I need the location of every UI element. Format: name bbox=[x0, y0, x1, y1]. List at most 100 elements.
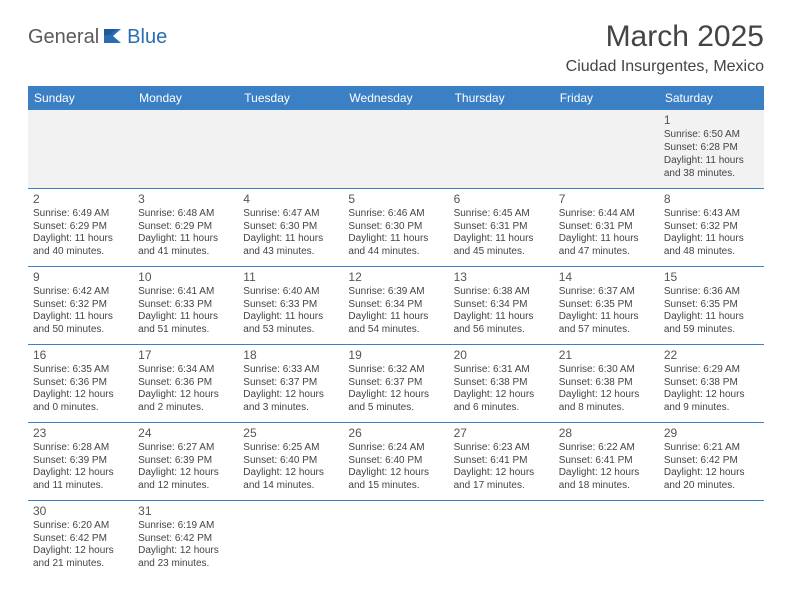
day-number: 28 bbox=[559, 426, 654, 441]
sunset-text: Sunset: 6:39 PM bbox=[33, 455, 128, 468]
logo-text-general: General bbox=[28, 26, 99, 49]
calendar-cell bbox=[238, 500, 343, 578]
day-number: 17 bbox=[138, 348, 233, 363]
sunset-text: Sunset: 6:36 PM bbox=[138, 377, 233, 390]
calendar-cell: 4Sunrise: 6:47 AMSunset: 6:30 PMDaylight… bbox=[238, 188, 343, 266]
calendar-cell: 21Sunrise: 6:30 AMSunset: 6:38 PMDayligh… bbox=[554, 344, 659, 422]
sunrise-text: Sunrise: 6:46 AM bbox=[348, 208, 443, 221]
calendar-cell: 17Sunrise: 6:34 AMSunset: 6:36 PMDayligh… bbox=[133, 344, 238, 422]
daylight-text: Daylight: 12 hours and 20 minutes. bbox=[664, 467, 759, 493]
day-number: 13 bbox=[454, 270, 549, 285]
day-number: 23 bbox=[33, 426, 128, 441]
sunrise-text: Sunrise: 6:29 AM bbox=[664, 364, 759, 377]
sunset-text: Sunset: 6:32 PM bbox=[664, 221, 759, 234]
day-number: 9 bbox=[33, 270, 128, 285]
day-number: 11 bbox=[243, 270, 338, 285]
calendar-week-row: 16Sunrise: 6:35 AMSunset: 6:36 PMDayligh… bbox=[28, 344, 764, 422]
calendar-cell: 13Sunrise: 6:38 AMSunset: 6:34 PMDayligh… bbox=[449, 266, 554, 344]
sunset-text: Sunset: 6:42 PM bbox=[138, 533, 233, 546]
daylight-text: Daylight: 11 hours and 48 minutes. bbox=[664, 233, 759, 259]
sunset-text: Sunset: 6:35 PM bbox=[664, 299, 759, 312]
day-number: 18 bbox=[243, 348, 338, 363]
day-number: 29 bbox=[664, 426, 759, 441]
daylight-text: Daylight: 12 hours and 11 minutes. bbox=[33, 467, 128, 493]
day-number: 7 bbox=[559, 192, 654, 207]
calendar-cell: 8Sunrise: 6:43 AMSunset: 6:32 PMDaylight… bbox=[659, 188, 764, 266]
daylight-text: Daylight: 11 hours and 50 minutes. bbox=[33, 311, 128, 337]
calendar-cell: 12Sunrise: 6:39 AMSunset: 6:34 PMDayligh… bbox=[343, 266, 448, 344]
sunset-text: Sunset: 6:39 PM bbox=[138, 455, 233, 468]
day-number: 5 bbox=[348, 192, 443, 207]
day-header: Sunday bbox=[28, 86, 133, 110]
sunrise-text: Sunrise: 6:27 AM bbox=[138, 442, 233, 455]
sunrise-text: Sunrise: 6:30 AM bbox=[559, 364, 654, 377]
sunset-text: Sunset: 6:29 PM bbox=[138, 221, 233, 234]
sunrise-text: Sunrise: 6:41 AM bbox=[138, 286, 233, 299]
sunset-text: Sunset: 6:42 PM bbox=[664, 455, 759, 468]
sunrise-text: Sunrise: 6:38 AM bbox=[454, 286, 549, 299]
calendar-cell: 10Sunrise: 6:41 AMSunset: 6:33 PMDayligh… bbox=[133, 266, 238, 344]
sunset-text: Sunset: 6:37 PM bbox=[243, 377, 338, 390]
calendar-cell bbox=[449, 110, 554, 188]
daylight-text: Daylight: 11 hours and 47 minutes. bbox=[559, 233, 654, 259]
calendar-cell: 25Sunrise: 6:25 AMSunset: 6:40 PMDayligh… bbox=[238, 422, 343, 500]
calendar-cell bbox=[449, 500, 554, 578]
sunset-text: Sunset: 6:38 PM bbox=[664, 377, 759, 390]
day-number: 25 bbox=[243, 426, 338, 441]
calendar-cell bbox=[554, 500, 659, 578]
daylight-text: Daylight: 12 hours and 21 minutes. bbox=[33, 545, 128, 571]
calendar-cell: 19Sunrise: 6:32 AMSunset: 6:37 PMDayligh… bbox=[343, 344, 448, 422]
calendar-cell: 3Sunrise: 6:48 AMSunset: 6:29 PMDaylight… bbox=[133, 188, 238, 266]
day-number: 10 bbox=[138, 270, 233, 285]
sunrise-text: Sunrise: 6:28 AM bbox=[33, 442, 128, 455]
calendar-cell bbox=[343, 500, 448, 578]
sunset-text: Sunset: 6:31 PM bbox=[559, 221, 654, 234]
sunset-text: Sunset: 6:40 PM bbox=[243, 455, 338, 468]
calendar-cell: 1Sunrise: 6:50 AMSunset: 6:28 PMDaylight… bbox=[659, 110, 764, 188]
daylight-text: Daylight: 11 hours and 54 minutes. bbox=[348, 311, 443, 337]
day-header: Friday bbox=[554, 86, 659, 110]
day-header-row: Sunday Monday Tuesday Wednesday Thursday… bbox=[28, 86, 764, 110]
daylight-text: Daylight: 12 hours and 17 minutes. bbox=[454, 467, 549, 493]
day-number: 8 bbox=[664, 192, 759, 207]
sunrise-text: Sunrise: 6:23 AM bbox=[454, 442, 549, 455]
calendar-table: Sunday Monday Tuesday Wednesday Thursday… bbox=[28, 86, 764, 578]
sunrise-text: Sunrise: 6:37 AM bbox=[559, 286, 654, 299]
sunset-text: Sunset: 6:32 PM bbox=[33, 299, 128, 312]
calendar-cell: 24Sunrise: 6:27 AMSunset: 6:39 PMDayligh… bbox=[133, 422, 238, 500]
sunset-text: Sunset: 6:41 PM bbox=[454, 455, 549, 468]
sunrise-text: Sunrise: 6:42 AM bbox=[33, 286, 128, 299]
sunset-text: Sunset: 6:37 PM bbox=[348, 377, 443, 390]
calendar-cell bbox=[554, 110, 659, 188]
daylight-text: Daylight: 12 hours and 9 minutes. bbox=[664, 389, 759, 415]
daylight-text: Daylight: 12 hours and 6 minutes. bbox=[454, 389, 549, 415]
sunset-text: Sunset: 6:35 PM bbox=[559, 299, 654, 312]
sunrise-text: Sunrise: 6:22 AM bbox=[559, 442, 654, 455]
sunrise-text: Sunrise: 6:20 AM bbox=[33, 520, 128, 533]
day-number: 24 bbox=[138, 426, 233, 441]
sunrise-text: Sunrise: 6:25 AM bbox=[243, 442, 338, 455]
calendar-cell: 7Sunrise: 6:44 AMSunset: 6:31 PMDaylight… bbox=[554, 188, 659, 266]
calendar-cell: 26Sunrise: 6:24 AMSunset: 6:40 PMDayligh… bbox=[343, 422, 448, 500]
sunset-text: Sunset: 6:41 PM bbox=[559, 455, 654, 468]
calendar-cell: 15Sunrise: 6:36 AMSunset: 6:35 PMDayligh… bbox=[659, 266, 764, 344]
sunset-text: Sunset: 6:40 PM bbox=[348, 455, 443, 468]
day-header: Monday bbox=[133, 86, 238, 110]
calendar-cell: 9Sunrise: 6:42 AMSunset: 6:32 PMDaylight… bbox=[28, 266, 133, 344]
calendar-cell: 18Sunrise: 6:33 AMSunset: 6:37 PMDayligh… bbox=[238, 344, 343, 422]
sunset-text: Sunset: 6:36 PM bbox=[33, 377, 128, 390]
calendar-cell: 16Sunrise: 6:35 AMSunset: 6:36 PMDayligh… bbox=[28, 344, 133, 422]
daylight-text: Daylight: 12 hours and 5 minutes. bbox=[348, 389, 443, 415]
calendar-week-row: 1Sunrise: 6:50 AMSunset: 6:28 PMDaylight… bbox=[28, 110, 764, 188]
day-number: 31 bbox=[138, 504, 233, 519]
calendar-cell: 27Sunrise: 6:23 AMSunset: 6:41 PMDayligh… bbox=[449, 422, 554, 500]
sunset-text: Sunset: 6:38 PM bbox=[454, 377, 549, 390]
calendar-cell bbox=[133, 110, 238, 188]
sunset-text: Sunset: 6:29 PM bbox=[33, 221, 128, 234]
sunrise-text: Sunrise: 6:44 AM bbox=[559, 208, 654, 221]
calendar-cell: 28Sunrise: 6:22 AMSunset: 6:41 PMDayligh… bbox=[554, 422, 659, 500]
calendar-cell bbox=[659, 500, 764, 578]
sunrise-text: Sunrise: 6:24 AM bbox=[348, 442, 443, 455]
day-number: 12 bbox=[348, 270, 443, 285]
daylight-text: Daylight: 11 hours and 51 minutes. bbox=[138, 311, 233, 337]
